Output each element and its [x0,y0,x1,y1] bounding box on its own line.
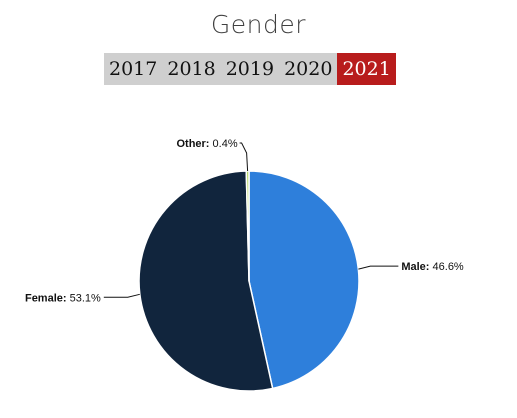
connector-male [358,265,399,270]
year-button-2021[interactable]: 2021 [337,53,396,85]
year-button-2020[interactable]: 2020 [279,53,338,85]
pie-slices [138,170,360,392]
data-label-female: Female: 53.1% [25,292,101,304]
year-button-2018[interactable]: 2018 [162,53,221,85]
year-selector: 2017 2018 2019 2020 2021 [104,53,396,85]
chart-title: Gender [210,10,307,39]
label-connectors [103,142,399,298]
pie-slice-other[interactable] [245,170,250,282]
pie-slice-male[interactable] [248,170,360,390]
year-button-2019[interactable]: 2019 [220,53,280,85]
data-label-other: Other: 0.4% [176,138,237,150]
year-button-2017[interactable]: 2017 [104,53,163,85]
pie-slice-female[interactable] [138,170,274,392]
connector-other [239,142,249,172]
slice-labels: Male: 46.6% Female: 53.1% Other: 0.4% [25,138,464,304]
connector-female [103,293,140,298]
data-label-male: Male: 46.6% [401,261,464,273]
